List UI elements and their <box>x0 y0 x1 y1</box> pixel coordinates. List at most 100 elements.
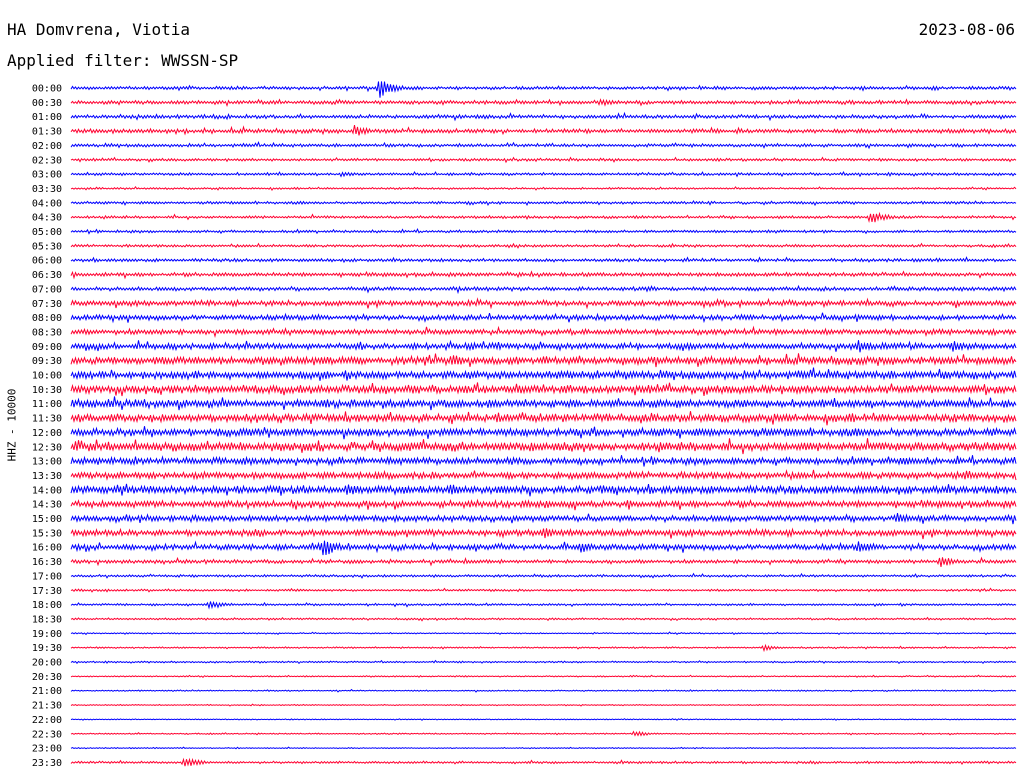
trace-row-1600 <box>70 540 1017 556</box>
trace-row-2000 <box>70 659 1017 665</box>
row-time-label: 22:00 <box>32 715 62 726</box>
row-time-label: 05:00 <box>32 227 62 238</box>
row-time-label: 04:00 <box>32 198 62 209</box>
trace-row-1900 <box>70 631 1017 636</box>
trace-row-0400 <box>70 200 1017 207</box>
trace-row-1430 <box>70 498 1017 511</box>
row-time-label: 03:30 <box>32 184 62 195</box>
row-time-label: 01:00 <box>32 112 62 123</box>
row-time-label: 08:30 <box>32 327 62 338</box>
trace-row-1200 <box>70 426 1017 440</box>
station-title: HA Domvrena, Viotia <box>7 20 191 39</box>
row-time-label: 23:30 <box>32 758 62 769</box>
trace-row-0530 <box>70 242 1017 249</box>
row-time-label: 00:30 <box>32 98 62 109</box>
trace-row-0500 <box>70 228 1017 235</box>
row-time-label: 21:30 <box>32 701 62 712</box>
trace-row-1300 <box>70 455 1017 467</box>
row-time-label: 23:00 <box>32 744 62 755</box>
row-time-label: 11:00 <box>32 399 62 410</box>
row-time-label: 13:30 <box>32 471 62 482</box>
trace-row-1700 <box>70 572 1017 579</box>
row-time-label: 20:30 <box>32 672 62 683</box>
row-time-label: 07:00 <box>32 284 62 295</box>
trace-row-2200 <box>70 717 1017 721</box>
trace-row-1630 <box>70 556 1017 567</box>
row-time-label: 09:00 <box>32 342 62 353</box>
trace-row-2230 <box>70 730 1017 737</box>
row-time-label: 11:30 <box>32 414 62 425</box>
trace-row-1330 <box>70 469 1017 481</box>
row-time-label: 21:00 <box>32 686 62 697</box>
row-time-label: 08:00 <box>32 313 62 324</box>
trace-row-1730 <box>70 587 1017 593</box>
trace-row-2300 <box>70 746 1017 750</box>
row-time-label: 14:30 <box>32 500 62 511</box>
trace-row-1930 <box>70 643 1017 653</box>
trace-row-2130 <box>70 703 1017 707</box>
trace-row-1400 <box>70 483 1017 497</box>
trace-row-1230 <box>70 438 1017 455</box>
trace-row-1000 <box>70 367 1017 381</box>
trace-row-1530 <box>70 527 1017 540</box>
row-time-label: 19:00 <box>32 629 62 640</box>
row-time-label: 10:00 <box>32 371 62 382</box>
trace-row-0000 <box>70 81 1017 98</box>
trace-row-1030 <box>70 382 1017 397</box>
trace-row-2030 <box>70 674 1017 678</box>
trace-row-0830 <box>70 325 1017 339</box>
row-time-label: 00:00 <box>32 84 62 95</box>
trace-row-1830 <box>70 616 1017 622</box>
trace-row-0030 <box>70 98 1017 108</box>
trace-row-0130 <box>70 125 1017 136</box>
trace-row-1130 <box>70 411 1017 426</box>
trace-row-0600 <box>70 256 1017 264</box>
trace-row-0730 <box>70 297 1017 310</box>
trace-row-0230 <box>70 156 1017 164</box>
trace-row-0430 <box>70 211 1017 223</box>
row-time-label: 10:30 <box>32 385 62 396</box>
row-time-label: 02:00 <box>32 141 62 152</box>
row-time-label: 19:30 <box>32 643 62 654</box>
row-time-label: 05:30 <box>32 241 62 252</box>
row-time-label: 02:30 <box>32 155 62 166</box>
row-time-label: 16:00 <box>32 543 62 554</box>
row-time-label: 22:30 <box>32 729 62 740</box>
row-time-label: 12:30 <box>32 442 62 453</box>
trace-row-0330 <box>70 185 1017 192</box>
row-time-label: 12:00 <box>32 428 62 439</box>
row-time-label: 18:00 <box>32 600 62 611</box>
row-time-label: 17:00 <box>32 571 62 582</box>
trace-row-0700 <box>70 284 1017 295</box>
row-time-label: 01:30 <box>32 127 62 138</box>
trace-row-1800 <box>70 600 1017 610</box>
row-time-label: 04:30 <box>32 213 62 224</box>
trace-row-0800 <box>70 312 1017 324</box>
trace-row-2330 <box>70 757 1017 767</box>
row-time-label: 06:00 <box>32 256 62 267</box>
row-time-label: 17:30 <box>32 586 62 597</box>
trace-row-0630 <box>70 270 1017 280</box>
trace-row-0930 <box>70 353 1017 368</box>
row-time-label: 15:30 <box>32 528 62 539</box>
trace-row-0100 <box>70 111 1017 122</box>
row-time-label: 09:30 <box>32 356 62 367</box>
trace-row-2100 <box>70 688 1017 693</box>
row-time-label: 06:30 <box>32 270 62 281</box>
date-label: 2023-08-06 <box>918 20 1015 39</box>
filter-label: Applied filter: WWSSN-SP <box>7 51 239 70</box>
trace-row-0900 <box>70 339 1017 353</box>
trace-row-0300 <box>70 170 1017 178</box>
row-time-label: 03:00 <box>32 170 62 181</box>
row-time-label: 13:00 <box>32 457 62 468</box>
trace-row-0200 <box>70 141 1017 150</box>
row-time-label: 07:30 <box>32 299 62 310</box>
row-time-label: 20:00 <box>32 658 62 669</box>
row-time-label: 14:00 <box>32 485 62 496</box>
row-time-label: 16:30 <box>32 557 62 568</box>
trace-row-1500 <box>70 513 1017 525</box>
row-time-label: 18:30 <box>32 614 62 625</box>
trace-row-1100 <box>70 396 1017 411</box>
row-time-label: 15:00 <box>32 514 62 525</box>
